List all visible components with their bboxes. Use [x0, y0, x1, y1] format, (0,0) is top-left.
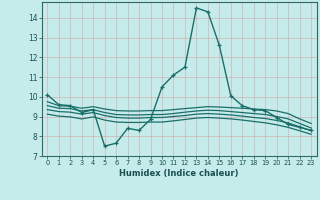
X-axis label: Humidex (Indice chaleur): Humidex (Indice chaleur) — [119, 169, 239, 178]
